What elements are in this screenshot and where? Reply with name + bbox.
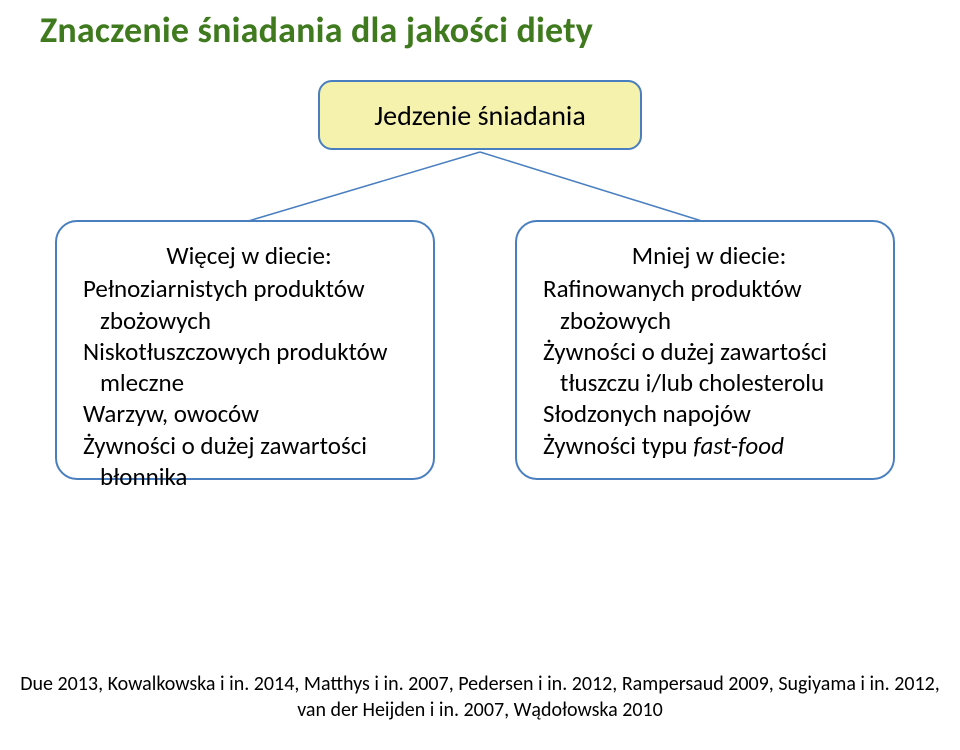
right-node-line: zbożowych [543, 305, 875, 336]
right-node-line: Żywności typu fast-food [543, 430, 875, 461]
left-node-body: Pełnoziarnistych produktów zbożowychNisk… [83, 273, 415, 492]
connector-right [480, 152, 705, 222]
left-node-line: Pełnoziarnistych produktów [83, 273, 415, 304]
right-node-line: Słodzonych napojów [543, 398, 875, 429]
left-node-line: zbożowych [83, 305, 415, 336]
right-node-line-italic: fast-food [693, 430, 784, 461]
left-node: Więcej w diecie: Pełnoziarnistych produk… [55, 220, 435, 480]
connector-left [245, 152, 480, 222]
left-node-line: Żywności o dużej zawartości [83, 430, 415, 461]
left-node-line: błonnika [83, 461, 415, 492]
slide: Znaczenie śniadania dla jakości diety Je… [0, 0, 960, 750]
right-node-line: tłuszczu i/lub cholesterolu [543, 367, 875, 398]
citation-line-2: van der Heijden i in. 2007, Wądołowska 2… [0, 698, 960, 722]
right-node-heading: Mniej w diecie: [543, 240, 875, 271]
right-node-line-text: Żywności typu [543, 430, 693, 461]
right-node-body: Rafinowanych produktów zbożowychŻywności… [543, 273, 875, 461]
left-node-line: Warzyw, owoców [83, 398, 415, 429]
central-node-label: Jedzenie śniadania [374, 98, 586, 133]
right-node-line: Rafinowanych produktów [543, 273, 875, 304]
citation-line-1: Due 2013, Kowalkowska i in. 2014, Matthy… [0, 672, 960, 696]
slide-title: Znaczenie śniadania dla jakości diety [40, 8, 593, 52]
right-node-line: Żywności o dużej zawartości [543, 336, 875, 367]
left-node-line: mleczne [83, 367, 415, 398]
right-node: Mniej w diecie: Rafinowanych produktów z… [515, 220, 895, 480]
connector-lines [0, 150, 960, 230]
central-node: Jedzenie śniadania [318, 80, 642, 150]
left-node-heading: Więcej w diecie: [83, 240, 415, 271]
left-node-line: Niskotłuszczowych produktów [83, 336, 415, 367]
